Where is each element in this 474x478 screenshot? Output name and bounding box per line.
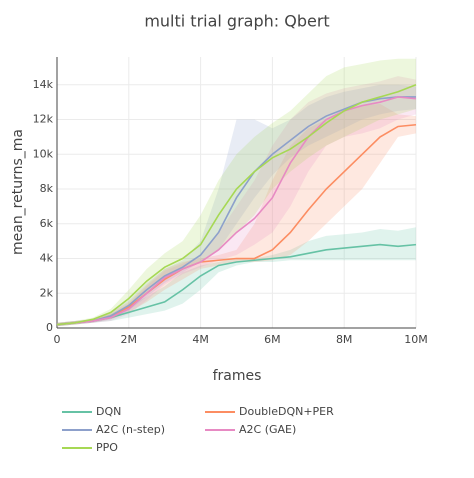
legend-label: A2C (n-step) bbox=[96, 423, 165, 436]
y-tick-label: 14k bbox=[33, 78, 54, 91]
y-axis-label: mean_returns_ma bbox=[10, 129, 26, 255]
y-tick-label: 8k bbox=[40, 182, 54, 195]
y-tick-label: 10k bbox=[33, 147, 54, 160]
x-axis-label: frames bbox=[213, 368, 262, 384]
legend-label: DoubleDQN+PER bbox=[239, 405, 334, 418]
x-tick-label: 0 bbox=[54, 333, 61, 346]
line bbox=[56, 84, 417, 326]
legend-label: A2C (GAE) bbox=[239, 423, 296, 436]
legend-label: PPO bbox=[96, 441, 118, 454]
band bbox=[57, 58, 416, 327]
y-tick-label: 2k bbox=[40, 286, 54, 299]
band bbox=[57, 84, 416, 327]
chart-title: multi trial graph: Qbert bbox=[144, 12, 329, 31]
x-tick-label: 10M bbox=[404, 333, 428, 346]
band bbox=[57, 227, 416, 327]
y-tick-label: 0 bbox=[46, 321, 53, 334]
x-tick-label: 6M bbox=[264, 333, 281, 346]
x-tick-label: 2M bbox=[121, 333, 138, 346]
band bbox=[57, 76, 416, 327]
x-tick-label: 4M bbox=[192, 333, 209, 346]
x-tick-label: 8M bbox=[336, 333, 353, 346]
y-tick-label: 4k bbox=[40, 252, 54, 265]
legend-label: DQN bbox=[96, 405, 121, 418]
y-tick-label: 12k bbox=[33, 113, 54, 126]
line bbox=[56, 243, 417, 326]
line bbox=[56, 96, 417, 326]
band bbox=[57, 103, 416, 327]
y-tick-label: 6k bbox=[40, 217, 54, 230]
